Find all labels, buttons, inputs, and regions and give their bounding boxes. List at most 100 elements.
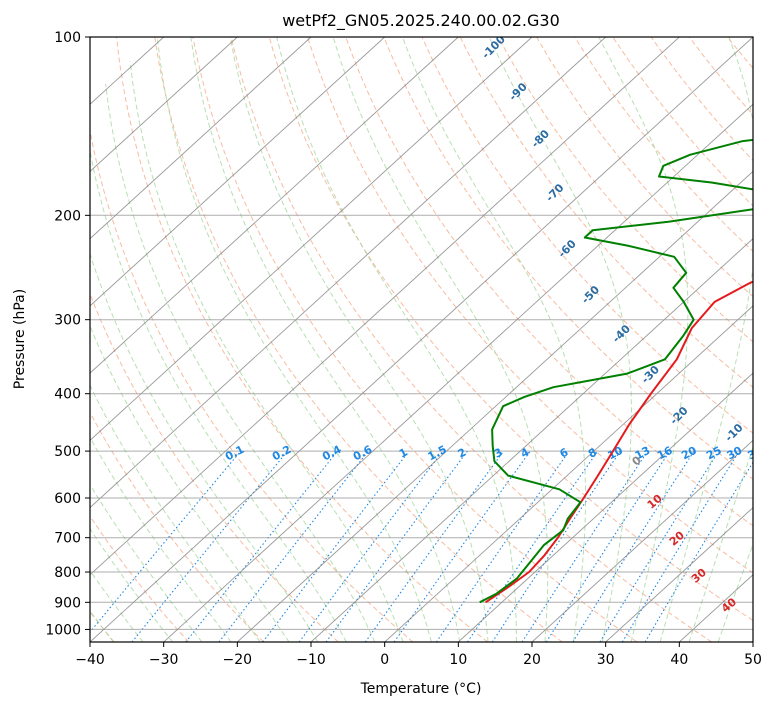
mixing-ratio-line xyxy=(364,450,505,642)
moist-adiabat-line xyxy=(90,147,347,642)
mixing-ratio-line xyxy=(262,450,410,642)
moist-adiabat-line xyxy=(659,37,753,642)
y-tick-label: 500 xyxy=(54,444,81,460)
mixing-ratio-label: 4 xyxy=(519,445,532,460)
dry-adiabat-line xyxy=(383,37,753,480)
isotherm-line xyxy=(384,305,753,642)
moist-adiabat-label: 40 xyxy=(719,595,739,615)
dry-adiabat-line xyxy=(727,37,753,70)
dry-adiabat-line xyxy=(459,37,753,388)
isotherm-line xyxy=(90,37,238,173)
mixing-ratio-label: 1 xyxy=(397,446,410,461)
dry-adiabat-line xyxy=(574,37,753,252)
moist-adiabat-line xyxy=(129,61,404,642)
x-tick-label: 20 xyxy=(523,652,541,668)
isotherm-line xyxy=(90,37,753,642)
dry-adiabat-line xyxy=(192,37,638,642)
mixing-ratio-label: 13 xyxy=(633,444,653,463)
mixing-ratio-label: 10 xyxy=(605,444,625,463)
dry-adiabat-label: -90 xyxy=(507,80,530,103)
moist-adiabat-line xyxy=(190,37,461,642)
moist-adiabat-line xyxy=(90,569,144,642)
mixing-ratio-line xyxy=(131,450,289,642)
moist-adiabat-line xyxy=(156,37,432,642)
mixing-ratio-label: 30 xyxy=(725,444,745,463)
dry-adiabat-line xyxy=(421,37,753,434)
dry-adiabat-line xyxy=(688,37,753,116)
x-tick-label: −10 xyxy=(296,652,326,668)
isotherm-line xyxy=(605,506,753,642)
mixing-ratio-line xyxy=(185,450,339,642)
isotherm-line xyxy=(457,372,753,642)
isotherm-line xyxy=(90,37,607,509)
x-tick-label: 0 xyxy=(380,652,389,668)
x-tick-label: 50 xyxy=(744,652,762,668)
plot-area: 0.1 0.2 0.4 0.6 1 1.5 2 3 4 6 8 10 13 16 20 25 30 36-100-… xyxy=(90,37,775,642)
x-axis-ticks: −40 −30 −20 −10 0 10 20 30 40 50 xyxy=(75,642,762,668)
chart-title: wetPf2_GN05.2025.240.00.02.G30 xyxy=(282,11,560,31)
mixing-ratio-label: 25 xyxy=(704,444,724,463)
isotherm-line xyxy=(752,641,753,642)
moist-adiabat-line xyxy=(717,542,753,642)
dry-adiabat-line xyxy=(90,128,414,642)
isotherm-line xyxy=(90,37,533,441)
mixing-ratio-line xyxy=(621,450,740,642)
dry-adiabat-line xyxy=(497,37,753,343)
mixing-ratio-line xyxy=(298,450,444,642)
mixing-ratio-line xyxy=(644,461,753,642)
profile-series xyxy=(479,138,753,604)
mixing-ratio-line xyxy=(545,450,671,642)
y-tick-label: 700 xyxy=(54,531,81,547)
moist-adiabat-label: 30 xyxy=(689,566,709,586)
mixing-ratio-line xyxy=(393,450,531,642)
plot-frame xyxy=(89,36,754,643)
x-tick-label: 10 xyxy=(449,652,467,668)
x-tick-label: 30 xyxy=(597,652,615,668)
mixing-ratio-label: 36 xyxy=(745,444,765,463)
isobars xyxy=(90,37,753,630)
moist-adiabat-line xyxy=(105,83,376,642)
dry-adiabat-line xyxy=(230,37,712,642)
moist-adiabat-line xyxy=(90,324,290,642)
isotherm-line xyxy=(90,37,680,576)
dry-adiabat-label: -60 xyxy=(556,237,579,260)
moist-adiabat-line xyxy=(688,445,753,642)
dry-adiabat-line xyxy=(90,411,264,642)
isotherm-line xyxy=(90,37,459,374)
moist-adiabat-line xyxy=(90,436,232,642)
moist-adiabat-line xyxy=(90,527,173,642)
x-tick-label: −40 xyxy=(75,652,105,668)
dry-adiabat-label: -40 xyxy=(610,322,633,345)
moist-adiabat-label: 20 xyxy=(667,528,687,548)
dewpoint-profile-line xyxy=(479,138,753,604)
x-axis-label: Temperature (°C) xyxy=(360,681,482,697)
dry-adiabat-line xyxy=(116,37,488,642)
dry-adiabat-label: -20 xyxy=(667,404,690,427)
mixing-ratio-label: 0.4 xyxy=(320,443,344,464)
mixing-ratio-line xyxy=(435,450,570,642)
mixing-ratio-line xyxy=(599,450,720,642)
mixing-ratio-label: 1.5 xyxy=(426,443,449,464)
dry-adiabat-line xyxy=(536,37,753,298)
temperature-profile-line xyxy=(485,280,753,604)
y-tick-label: 100 xyxy=(54,30,81,46)
dry-adiabat-line xyxy=(766,37,775,642)
dry-adiabat-label: -80 xyxy=(529,127,552,150)
x-tick-label: 40 xyxy=(670,652,688,668)
dry-adiabat-line xyxy=(345,37,753,527)
mixing-ratio-label: 20 xyxy=(679,444,699,463)
mixing-ratio-line xyxy=(467,450,599,642)
mixing-ratio-line xyxy=(572,450,695,642)
line-labels: 0.1 0.2 0.4 0.6 1 1.5 2 3 4 6 8 10 13 16 20 25 30 36-100-… xyxy=(223,37,765,615)
isotherm-line xyxy=(236,170,753,642)
mixing-ratio-label: 0.6 xyxy=(351,443,375,464)
isotherm-line xyxy=(90,37,386,307)
mixing-ratio-line xyxy=(90,450,242,633)
y-tick-label: 200 xyxy=(54,208,81,224)
mixing-ratio-line xyxy=(218,450,369,642)
mixing-ratio-lines xyxy=(90,450,753,642)
y-axis-ticks: 100 200 300 400 500 600 700 800 900 1000 xyxy=(45,30,90,638)
mixing-ratio-label: 2 xyxy=(456,446,469,461)
y-tick-label: 300 xyxy=(54,313,81,329)
